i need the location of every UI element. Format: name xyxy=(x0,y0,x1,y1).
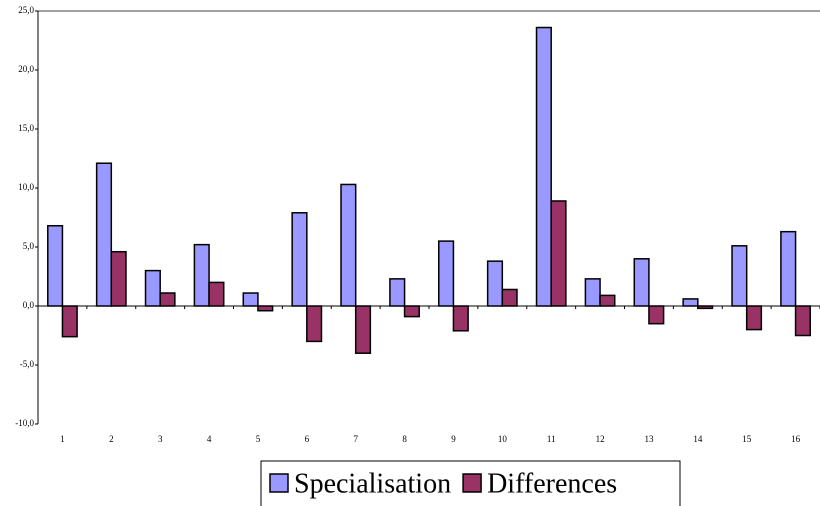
bar xyxy=(47,225,64,307)
y-tick-label: 10,0 xyxy=(18,182,34,192)
bar xyxy=(550,200,567,307)
bar xyxy=(501,288,518,307)
bar xyxy=(486,260,504,307)
bar xyxy=(599,294,616,307)
legend-label: Differences xyxy=(487,468,617,499)
legend-label: Specialisation xyxy=(294,468,451,499)
y-tick-label: -10,0 xyxy=(15,418,34,428)
x-tick-label: 2 xyxy=(109,434,114,444)
y-tick-label: 15,0 xyxy=(18,123,34,133)
x-tick-label: 13 xyxy=(644,434,654,444)
y-tick-label: 0,0 xyxy=(23,300,35,310)
x-tick-label: 1 xyxy=(60,434,65,444)
bar xyxy=(438,240,455,307)
x-tick-label: 14 xyxy=(693,434,703,444)
bar xyxy=(193,243,210,307)
legend-swatch xyxy=(462,473,482,493)
bar xyxy=(306,305,323,343)
bar xyxy=(340,183,357,307)
bar xyxy=(144,269,161,307)
x-tick-label: 3 xyxy=(158,434,163,444)
x-tick-label: 5 xyxy=(256,434,261,444)
x-tick-label: 4 xyxy=(207,434,212,444)
bar xyxy=(682,298,699,307)
bar xyxy=(584,278,601,307)
bar xyxy=(110,250,127,307)
x-tick-label: 6 xyxy=(305,434,310,444)
bar xyxy=(257,305,274,312)
legend-swatch xyxy=(269,473,289,493)
bar xyxy=(95,162,113,307)
y-tick-label: -5,0 xyxy=(20,359,35,369)
bar xyxy=(242,292,259,307)
bar xyxy=(452,305,469,332)
y-tick-label: 20,0 xyxy=(18,64,34,74)
bar xyxy=(61,305,78,338)
bar xyxy=(745,305,763,331)
x-tick-label: 11 xyxy=(547,434,556,444)
bar xyxy=(731,245,748,307)
bar xyxy=(535,26,552,307)
x-tick-label: 15 xyxy=(742,434,752,444)
bar xyxy=(291,212,308,307)
x-tick-label: 12 xyxy=(596,434,605,444)
x-tick-label: 7 xyxy=(353,434,358,444)
x-tick-label: 16 xyxy=(791,434,801,444)
y-tick-label: 25,0 xyxy=(18,5,34,15)
x-tick-label: 9 xyxy=(451,434,456,444)
bar xyxy=(389,278,406,307)
x-tick-label: 10 xyxy=(498,434,508,444)
bar xyxy=(633,258,650,307)
bar xyxy=(794,305,811,337)
bar xyxy=(697,305,714,310)
bar xyxy=(403,305,420,318)
bar xyxy=(208,281,225,307)
bar xyxy=(354,305,372,354)
x-tick-label: 8 xyxy=(402,434,407,444)
bar xyxy=(159,292,176,307)
bar xyxy=(780,230,797,307)
y-tick-label: 5,0 xyxy=(23,241,35,251)
bar xyxy=(648,305,665,325)
